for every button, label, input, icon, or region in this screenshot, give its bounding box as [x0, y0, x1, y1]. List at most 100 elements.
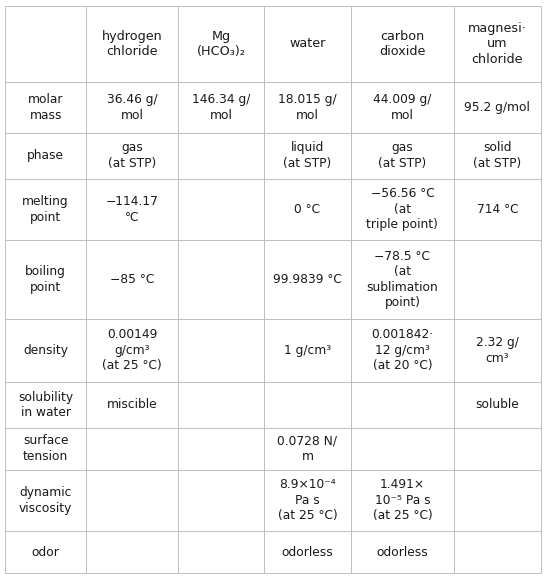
- Text: phase: phase: [27, 149, 64, 162]
- Bar: [264, 6, 351, 82]
- Bar: [178, 133, 264, 178]
- Bar: [5, 6, 86, 82]
- Text: 0 °C: 0 °C: [294, 203, 321, 216]
- Bar: [178, 428, 264, 470]
- Bar: [264, 178, 351, 240]
- Text: −56.56 °C
(at
triple point): −56.56 °C (at triple point): [366, 188, 438, 232]
- Bar: [454, 6, 541, 82]
- Bar: [178, 6, 264, 82]
- Bar: [454, 240, 541, 318]
- Text: 1.491×
10⁻⁵ Pa s
(at 25 °C): 1.491× 10⁻⁵ Pa s (at 25 °C): [372, 478, 432, 522]
- Text: boiling
point: boiling point: [25, 265, 66, 294]
- Bar: [178, 382, 264, 428]
- Bar: [264, 470, 351, 532]
- Text: surface
tension: surface tension: [23, 434, 68, 463]
- Bar: [86, 133, 178, 178]
- Bar: [351, 82, 454, 133]
- Text: solid
(at STP): solid (at STP): [473, 141, 521, 170]
- Text: density: density: [23, 344, 68, 357]
- Text: dynamic
viscosity: dynamic viscosity: [19, 486, 73, 515]
- Bar: [454, 470, 541, 532]
- Bar: [86, 240, 178, 318]
- Bar: [178, 318, 264, 382]
- Text: 18.015 g/
mol: 18.015 g/ mol: [278, 93, 337, 122]
- Text: hydrogen
chloride: hydrogen chloride: [102, 30, 162, 58]
- Bar: [351, 240, 454, 318]
- Bar: [86, 82, 178, 133]
- Bar: [178, 178, 264, 240]
- Bar: [86, 428, 178, 470]
- Bar: [351, 6, 454, 82]
- Bar: [178, 82, 264, 133]
- Bar: [351, 382, 454, 428]
- Bar: [454, 82, 541, 133]
- Bar: [5, 428, 86, 470]
- Text: −85 °C: −85 °C: [110, 273, 154, 286]
- Bar: [5, 82, 86, 133]
- Text: 44.009 g/
mol: 44.009 g/ mol: [373, 93, 431, 122]
- Bar: [351, 133, 454, 178]
- Bar: [454, 428, 541, 470]
- Text: odorless: odorless: [377, 546, 428, 559]
- Text: gas
(at STP): gas (at STP): [378, 141, 426, 170]
- Bar: [351, 428, 454, 470]
- Bar: [86, 470, 178, 532]
- Text: 95.2 g/mol: 95.2 g/mol: [465, 101, 530, 114]
- Bar: [454, 532, 541, 573]
- Bar: [454, 178, 541, 240]
- Text: odor: odor: [32, 546, 60, 559]
- Bar: [86, 382, 178, 428]
- Text: odorless: odorless: [282, 546, 333, 559]
- Text: miscible: miscible: [106, 398, 157, 411]
- Bar: [86, 6, 178, 82]
- Bar: [351, 318, 454, 382]
- Bar: [351, 470, 454, 532]
- Bar: [5, 318, 86, 382]
- Bar: [5, 240, 86, 318]
- Bar: [5, 382, 86, 428]
- Bar: [264, 532, 351, 573]
- Text: 1 g/cm³: 1 g/cm³: [284, 344, 331, 357]
- Text: melting
point: melting point: [22, 195, 69, 223]
- Bar: [86, 178, 178, 240]
- Text: soluble: soluble: [476, 398, 519, 411]
- Bar: [351, 532, 454, 573]
- Text: water: water: [289, 38, 325, 50]
- Bar: [264, 82, 351, 133]
- Text: 0.0728 N/
m: 0.0728 N/ m: [277, 434, 337, 463]
- Text: molar
mass: molar mass: [28, 93, 63, 122]
- Bar: [454, 382, 541, 428]
- Text: magnesi·
um
chloride: magnesi· um chloride: [468, 22, 527, 66]
- Text: −114.17
°C: −114.17 °C: [105, 195, 158, 223]
- Bar: [264, 240, 351, 318]
- Text: 714 °C: 714 °C: [477, 203, 518, 216]
- Bar: [86, 532, 178, 573]
- Bar: [5, 178, 86, 240]
- Bar: [264, 318, 351, 382]
- Text: 2.32 g/
cm³: 2.32 g/ cm³: [476, 336, 519, 365]
- Text: 146.34 g/
mol: 146.34 g/ mol: [192, 93, 250, 122]
- Bar: [264, 133, 351, 178]
- Bar: [264, 382, 351, 428]
- Bar: [454, 133, 541, 178]
- Text: liquid
(at STP): liquid (at STP): [283, 141, 331, 170]
- Bar: [5, 470, 86, 532]
- Text: 0.00149
g/cm³
(at 25 °C): 0.00149 g/cm³ (at 25 °C): [102, 328, 162, 372]
- Text: solubility
in water: solubility in water: [18, 390, 73, 419]
- Text: 99.9839 °C: 99.9839 °C: [273, 273, 342, 286]
- Bar: [86, 318, 178, 382]
- Text: gas
(at STP): gas (at STP): [108, 141, 156, 170]
- Text: 36.46 g/
mol: 36.46 g/ mol: [106, 93, 157, 122]
- Text: −78.5 °C
(at
sublimation
point): −78.5 °C (at sublimation point): [366, 250, 438, 309]
- Bar: [178, 470, 264, 532]
- Bar: [454, 318, 541, 382]
- Bar: [5, 532, 86, 573]
- Bar: [351, 178, 454, 240]
- Text: Mg
(HCO₃)₂: Mg (HCO₃)₂: [197, 30, 246, 58]
- Bar: [5, 133, 86, 178]
- Bar: [264, 428, 351, 470]
- Text: 8.9×10⁻⁴
Pa s
(at 25 °C): 8.9×10⁻⁴ Pa s (at 25 °C): [277, 478, 337, 522]
- Bar: [178, 532, 264, 573]
- Bar: [178, 240, 264, 318]
- Text: 0.001842·
12 g/cm³
(at 20 °C): 0.001842· 12 g/cm³ (at 20 °C): [371, 328, 434, 372]
